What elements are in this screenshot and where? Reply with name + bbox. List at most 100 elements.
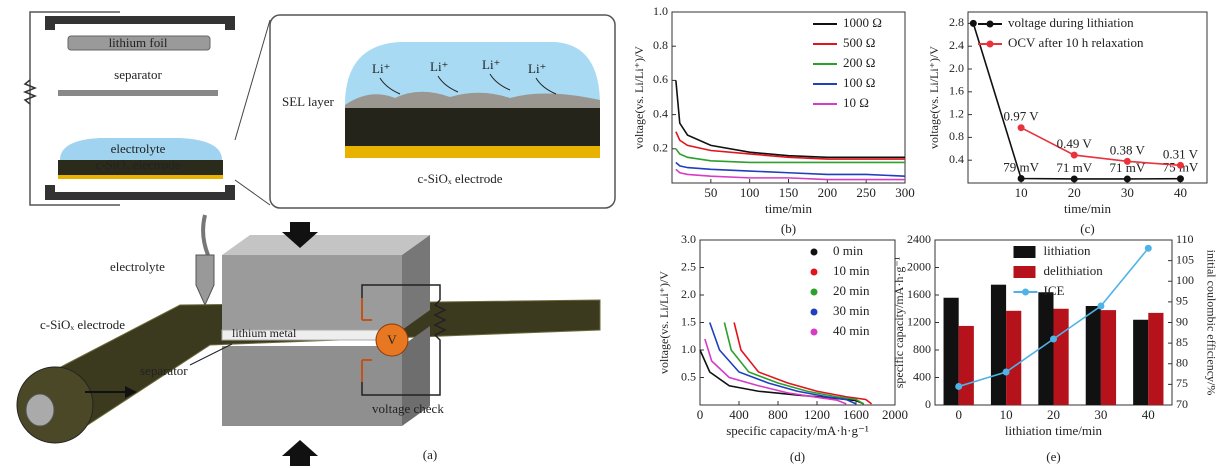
value-label: 0.97 V xyxy=(1004,109,1040,124)
legend-label: 1000 Ω xyxy=(843,15,882,30)
caption: (b) xyxy=(781,221,796,236)
x-tick-label: 100 xyxy=(740,185,760,200)
electrode xyxy=(345,108,600,146)
y-tick-label: 1.0 xyxy=(681,342,696,356)
y-tick-label: 2.4 xyxy=(949,38,964,52)
tube xyxy=(203,215,208,255)
legend-label: 10 min xyxy=(833,263,870,278)
legend-swatch xyxy=(1014,266,1036,278)
label: Li⁺ xyxy=(482,57,500,72)
marker xyxy=(1018,124,1025,131)
x-tick-label: 200 xyxy=(818,185,838,200)
y-tick-label: 2.5 xyxy=(681,259,696,273)
x-tick-label: 10 xyxy=(1000,407,1013,422)
legend-label: 30 min xyxy=(833,303,870,318)
caption: (c) xyxy=(1080,221,1094,236)
zoom-line xyxy=(235,20,270,140)
x-tick-label: 40 xyxy=(1142,407,1155,422)
y-tick-label: 1.5 xyxy=(681,314,696,328)
label: lithium foil xyxy=(109,35,168,50)
x-tick-label: 300 xyxy=(895,185,915,200)
y-axis-label: specific capacity/mA·h·g⁻¹ xyxy=(892,256,906,388)
legend-label: 20 min xyxy=(833,283,870,298)
legend-swatch xyxy=(987,41,994,48)
bar xyxy=(1101,310,1116,405)
y-tick-label: 800 xyxy=(913,342,931,356)
marker xyxy=(1003,369,1010,376)
label: Li⁺ xyxy=(372,61,390,76)
press-top xyxy=(222,255,402,330)
legend-swatch xyxy=(811,249,818,256)
y2-tick-label: 95 xyxy=(1176,294,1188,308)
value-label: 79 mV xyxy=(1003,159,1039,174)
current-collector xyxy=(58,175,223,179)
legend-label: 40 min xyxy=(833,323,870,338)
x-tick-label: 30 xyxy=(1121,185,1134,200)
y-tick-label: 0.8 xyxy=(653,38,668,52)
figure: lithium foil separator electrolyte c-SiO… xyxy=(0,0,1221,468)
bar xyxy=(1054,309,1069,405)
force-arrow xyxy=(282,440,318,466)
legend-label: 100 Ω xyxy=(843,75,875,90)
label: V xyxy=(387,332,397,347)
x-tick-label: 250 xyxy=(856,185,876,200)
y-tick-label: 2400 xyxy=(907,232,931,246)
y-tick-label: 0.4 xyxy=(949,152,964,166)
y2-tick-label: 100 xyxy=(1176,273,1194,287)
marker xyxy=(955,383,962,390)
series-line xyxy=(1021,128,1180,166)
label: voltage check xyxy=(372,401,444,416)
caption: (e) xyxy=(1046,449,1060,464)
legend-label: 0 min xyxy=(833,243,863,258)
legend-swatch xyxy=(811,289,818,296)
caption: (a) xyxy=(423,447,437,462)
x-tick-label: 1200 xyxy=(804,407,830,422)
legend-label: voltage during lithiation xyxy=(1008,15,1134,30)
zoom-line xyxy=(235,180,270,205)
y-tick-label: 2.0 xyxy=(949,61,964,75)
value-label: 71 mV xyxy=(1056,160,1092,175)
legend-label: 10 Ω xyxy=(843,95,869,110)
marker xyxy=(1124,175,1131,182)
value-label: 0.49 V xyxy=(1057,136,1093,151)
schematic: lithium foil separator electrolyte c-SiO… xyxy=(17,12,615,466)
marker xyxy=(1050,336,1057,343)
x-tick-label: 10 xyxy=(1015,185,1028,200)
legend-swatch xyxy=(1014,246,1036,258)
label: c-SiOₓ electrode xyxy=(96,157,181,172)
x-tick-label: 20 xyxy=(1047,407,1060,422)
marker xyxy=(1018,175,1025,182)
legend-label: 200 Ω xyxy=(843,55,875,70)
y2-tick-label: 70 xyxy=(1176,397,1188,411)
y2-axis-label: initial coulombic efficiency/% xyxy=(1204,250,1218,396)
legend-swatch xyxy=(811,329,818,336)
legend-label: ICE xyxy=(1044,283,1065,298)
label: SEL layer xyxy=(282,94,335,109)
y2-tick-label: 110 xyxy=(1176,232,1194,246)
x-tick-label: 40 xyxy=(1174,185,1187,200)
bar xyxy=(1086,306,1101,405)
y-axis-label: voltage(vs. Li/Li⁺)/V xyxy=(632,46,646,149)
x-axis-label: lithiation time/min xyxy=(1005,423,1103,438)
y-tick-label: 1600 xyxy=(907,287,931,301)
y-axis-label: voltage(vs. Li/Li⁺)/V xyxy=(927,46,941,149)
y2-tick-label: 90 xyxy=(1176,314,1188,328)
y-tick-label: 3.0 xyxy=(681,232,696,246)
x-tick-label: 150 xyxy=(779,185,799,200)
y-axis-label: voltage(vs. Li/Li⁺)/V xyxy=(657,271,671,374)
x-tick-label: 800 xyxy=(768,407,788,422)
label: separator xyxy=(140,363,188,378)
value-label: 0.38 V xyxy=(1110,142,1146,157)
legend-swatch xyxy=(1022,289,1029,296)
y-tick-label: 0.6 xyxy=(653,72,668,86)
label: c-SiOₓ electrode xyxy=(418,171,503,186)
y-tick-label: 0.5 xyxy=(681,369,696,383)
marker xyxy=(1097,303,1104,310)
legend-swatch xyxy=(811,309,818,316)
marker xyxy=(1177,162,1184,169)
x-tick-label: 0 xyxy=(955,407,962,422)
y-tick-label: 400 xyxy=(913,369,931,383)
bar xyxy=(991,285,1006,405)
label: electrolyte xyxy=(110,259,165,274)
value-label: 0.31 V xyxy=(1163,146,1199,161)
